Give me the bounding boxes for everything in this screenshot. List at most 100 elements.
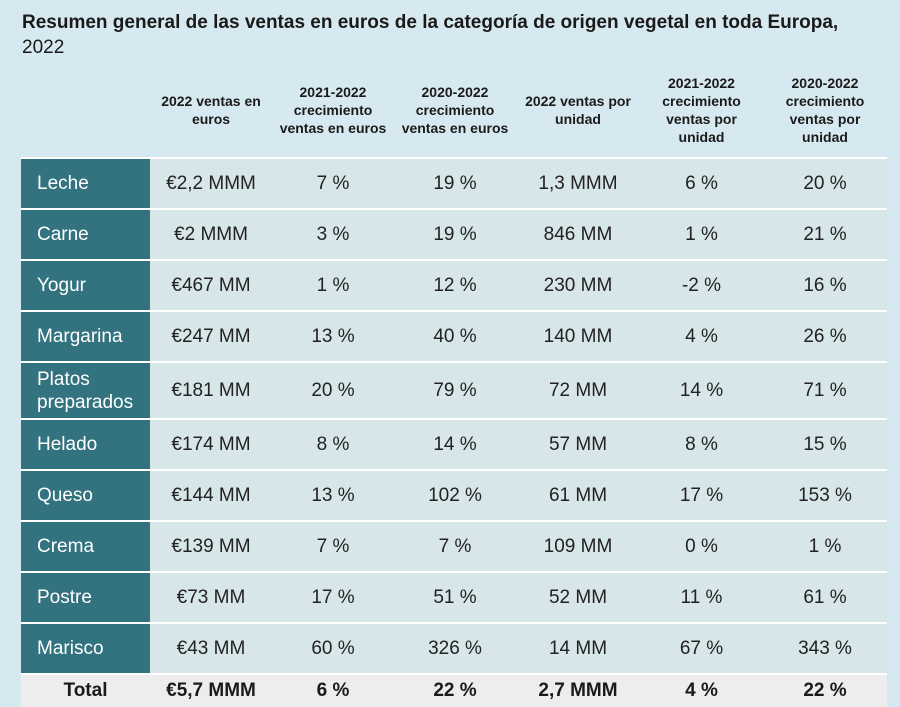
data-cell: 7 % [272,157,394,209]
data-cell: 1 % [272,259,394,311]
category-label: Postre [21,571,150,623]
data-cell: 3 % [272,208,394,260]
table-title: Resumen general de las ventas en euros d… [22,10,882,60]
sales-table: 2022 ventas en euros 2021-2022 crecimient… [21,62,887,707]
total-cell: 22 % [394,673,516,707]
column-header: 2021-2022 crecimiento ventas en euros [279,83,387,136]
data-cell: 8 % [272,418,394,470]
data-cell: €144 MM [150,469,272,521]
data-cell: 14 % [394,418,516,470]
data-cell: 13 % [272,310,394,362]
data-cell: 17 % [272,571,394,623]
data-cell: 67 % [640,622,763,674]
total-cell: 2,7 MMM [516,673,640,707]
data-cell: 52 MM [516,571,640,623]
data-cell: 153 % [763,469,887,521]
table-row: Platos preparados €181 MM 20 % 79 % 72 MM 14 … [21,361,887,419]
data-cell: 326 % [394,622,516,674]
category-label: Leche [21,157,150,209]
title-year: 2022 [22,37,65,58]
data-cell: 61 MM [516,469,640,521]
data-cell: 61 % [763,571,887,623]
data-cell: 51 % [394,571,516,623]
data-cell: 12 % [394,259,516,311]
data-cell: 140 MM [516,310,640,362]
data-cell: €2 MMM [150,208,272,260]
category-label: Marisco [21,622,150,674]
data-cell: 7 % [394,520,516,572]
data-cell: 14 MM [516,622,640,674]
data-cell: 343 % [763,622,887,674]
header-corner [21,62,150,158]
data-cell: 71 % [763,361,887,419]
category-label: Carne [21,208,150,260]
data-cell: 1 % [640,208,763,260]
category-label: Queso [21,469,150,521]
data-cell: €181 MM [150,361,272,419]
total-cell: 6 % [272,673,394,707]
data-cell: 109 MM [516,520,640,572]
category-label: Crema [21,520,150,572]
data-cell: 0 % [640,520,763,572]
data-cell: 11 % [640,571,763,623]
data-cell: 7 % [272,520,394,572]
data-cell: -2 % [640,259,763,311]
table-row: Postre €73 MM 17 % 51 % 52 MM 11 % 61 % [21,571,887,623]
data-cell: 19 % [394,157,516,209]
table-row: Queso €144 MM 13 % 102 % 61 MM 17 % 153 % [21,469,887,521]
data-cell: 102 % [394,469,516,521]
data-cell: 230 MM [516,259,640,311]
category-label: Yogur [21,259,150,311]
column-header: 2020-2022 crecimiento ventas por unidad [785,74,865,145]
data-cell: 13 % [272,469,394,521]
table-row: Margarina €247 MM 13 % 40 % 140 MM 4 % 26 % [21,310,887,362]
data-cell: 8 % [640,418,763,470]
data-cell: 16 % [763,259,887,311]
data-cell: 60 % [272,622,394,674]
data-cell: 846 MM [516,208,640,260]
data-cell: 1 % [763,520,887,572]
data-cell: 21 % [763,208,887,260]
table-row: Leche €2,2 MMM 7 % 19 % 1,3 MMM 6 % 20 % [21,157,887,209]
data-cell: €2,2 MMM [150,157,272,209]
data-cell: 72 MM [516,361,640,419]
column-header: 2021-2022 crecimiento ventas por unidad [662,74,741,145]
table-row: Yogur €467 MM 1 % 12 % 230 MM -2 % 16 % [21,259,887,311]
category-label: Helado [21,418,150,470]
data-cell: 4 % [640,310,763,362]
total-label: Total [21,673,150,707]
data-cell: 17 % [640,469,763,521]
data-cell: 40 % [394,310,516,362]
table-row: Carne €2 MMM 3 % 19 % 846 MM 1 % 21 % [21,208,887,260]
data-cell: €43 MM [150,622,272,674]
total-cell: 22 % [763,673,887,707]
data-cell: €73 MM [150,571,272,623]
column-header: 2020-2022 crecimiento ventas en euros [401,83,509,136]
data-cell: 14 % [640,361,763,419]
total-row: Total €5,7 MMM 6 % 22 % 2,7 MMM 4 % 22 % [21,673,887,707]
column-header: 2022 ventas en euros [161,92,261,127]
table-row: Crema €139 MM 7 % 7 % 109 MM 0 % 1 % [21,520,887,572]
table-row: Helado €174 MM 8 % 14 % 57 MM 8 % 15 % [21,418,887,470]
data-cell: 1,3 MMM [516,157,640,209]
total-cell: 4 % [640,673,763,707]
data-cell: €247 MM [150,310,272,362]
data-cell: 6 % [640,157,763,209]
total-cell: €5,7 MMM [150,673,272,707]
title-main: Resumen general de las ventas en euros d… [22,12,839,33]
header-row: 2022 ventas en euros 2021-2022 crecimient… [21,62,887,158]
table-row: Marisco €43 MM 60 % 326 % 14 MM 67 % 343 % [21,622,887,674]
category-label: Platos preparados [21,361,150,419]
data-cell: 20 % [763,157,887,209]
column-header: 2022 ventas por unidad [525,92,631,127]
data-cell: 20 % [272,361,394,419]
data-cell: €174 MM [150,418,272,470]
data-cell: 57 MM [516,418,640,470]
data-cell: 79 % [394,361,516,419]
data-cell: 15 % [763,418,887,470]
data-cell: €139 MM [150,520,272,572]
data-cell: 19 % [394,208,516,260]
category-label: Margarina [21,310,150,362]
data-cell: 26 % [763,310,887,362]
data-cell: €467 MM [150,259,272,311]
